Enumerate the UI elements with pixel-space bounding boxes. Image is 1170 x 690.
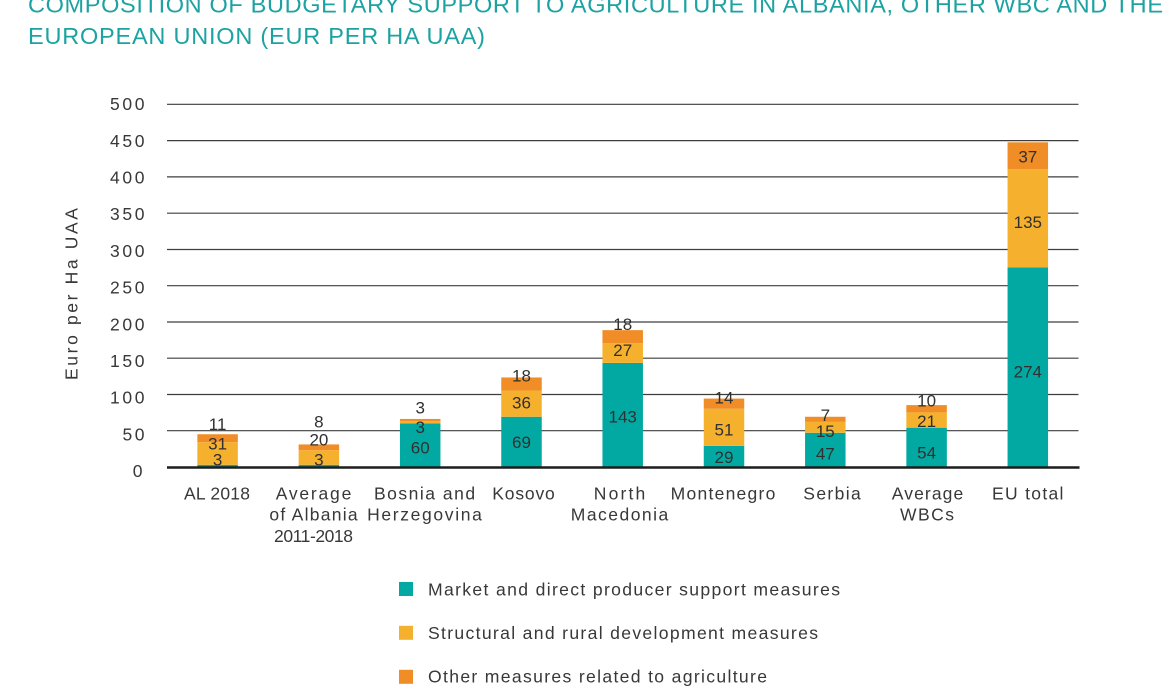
svg-text:18: 18 xyxy=(613,315,632,334)
svg-text:Serbia: Serbia xyxy=(803,484,861,504)
svg-text:Structural and rural developme: Structural and rural development measure… xyxy=(428,623,818,643)
svg-text:400: 400 xyxy=(110,168,145,188)
svg-text:8: 8 xyxy=(314,412,323,431)
svg-text:Bosnia and: Bosnia and xyxy=(374,484,475,504)
svg-text:COMPOSITION OF BUDGETARY SUPPO: COMPOSITION OF BUDGETARY SUPPORT TO AGRI… xyxy=(28,0,1163,17)
svg-text:Herzegovina: Herzegovina xyxy=(367,505,482,525)
svg-text:3: 3 xyxy=(415,399,424,418)
svg-text:143: 143 xyxy=(609,408,637,427)
svg-text:60: 60 xyxy=(411,439,430,458)
svg-text:of Albania: of Albania xyxy=(269,505,358,525)
svg-text:500: 500 xyxy=(110,94,145,114)
svg-text:Average: Average xyxy=(276,484,352,504)
svg-text:Montenegro: Montenegro xyxy=(671,484,776,504)
svg-text:10: 10 xyxy=(917,391,936,410)
svg-text:29: 29 xyxy=(715,448,734,467)
svg-text:3: 3 xyxy=(314,450,323,469)
svg-text:18: 18 xyxy=(512,366,531,385)
svg-text:EU total: EU total xyxy=(992,484,1064,504)
svg-text:100: 100 xyxy=(110,388,145,408)
svg-text:250: 250 xyxy=(110,278,145,298)
svg-text:274: 274 xyxy=(1014,363,1042,382)
svg-text:AL 2018: AL 2018 xyxy=(184,484,250,504)
svg-text:14: 14 xyxy=(715,389,734,408)
svg-text:135: 135 xyxy=(1014,213,1042,232)
svg-text:3: 3 xyxy=(415,418,424,437)
svg-text:Macedonia: Macedonia xyxy=(571,505,669,525)
svg-text:69: 69 xyxy=(512,433,531,452)
svg-text:450: 450 xyxy=(110,131,145,151)
svg-text:Market and direct producer sup: Market and direct producer support measu… xyxy=(428,580,840,600)
svg-text:0: 0 xyxy=(133,461,143,481)
svg-text:27: 27 xyxy=(613,341,632,360)
svg-text:2011-2018: 2011-2018 xyxy=(274,526,353,546)
svg-text:Average: Average xyxy=(892,484,964,504)
svg-text:21: 21 xyxy=(917,412,936,431)
svg-text:WBCs: WBCs xyxy=(900,505,954,525)
svg-text:350: 350 xyxy=(110,204,145,224)
svg-text:7: 7 xyxy=(821,406,830,425)
svg-text:North: North xyxy=(594,484,645,504)
svg-text:20: 20 xyxy=(309,431,328,450)
svg-text:37: 37 xyxy=(1018,148,1037,167)
svg-text:EUROPEAN UNION (EUR PER HA UAA: EUROPEAN UNION (EUR PER HA UAA) xyxy=(28,23,485,49)
svg-text:Kosovo: Kosovo xyxy=(492,484,555,504)
svg-text:150: 150 xyxy=(110,351,145,371)
svg-text:31: 31 xyxy=(208,435,227,454)
svg-text:54: 54 xyxy=(917,444,936,463)
svg-text:11: 11 xyxy=(209,415,227,434)
svg-text:300: 300 xyxy=(110,241,145,261)
svg-text:51: 51 xyxy=(715,420,734,439)
svg-text:200: 200 xyxy=(110,314,145,334)
svg-text:3: 3 xyxy=(213,450,222,469)
svg-text:47: 47 xyxy=(816,445,835,464)
svg-text:15: 15 xyxy=(816,422,835,441)
svg-text:36: 36 xyxy=(512,393,531,412)
svg-text:Other measures related to agri: Other measures related to agriculture xyxy=(428,667,767,687)
